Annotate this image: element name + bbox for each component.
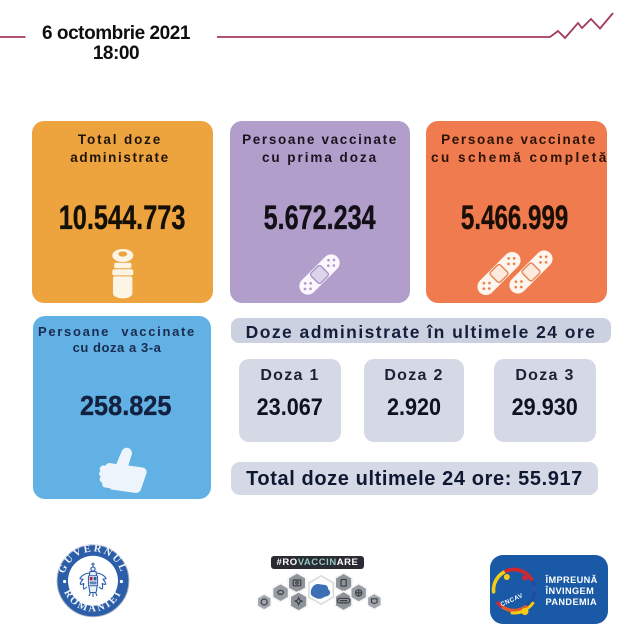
svg-text:CNCAV: CNCAV: [499, 592, 524, 608]
